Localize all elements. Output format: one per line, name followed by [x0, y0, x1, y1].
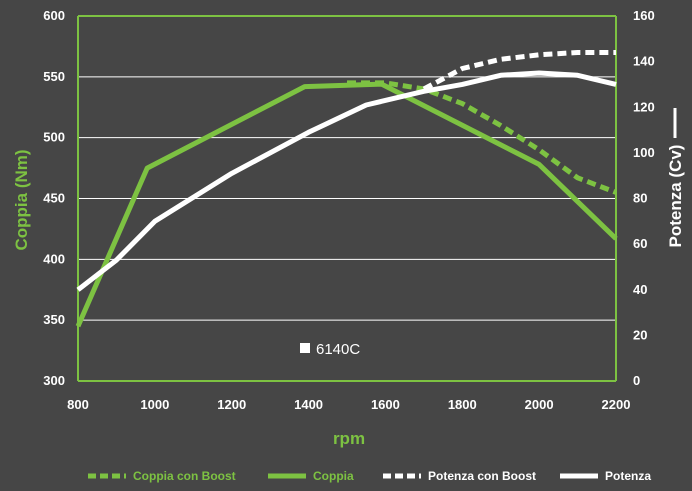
x-tick-1200: 1200: [217, 397, 246, 412]
y-left-tick-300: 300: [43, 373, 65, 388]
series-line-coppia: [75, 81, 618, 328]
y-left-tick-350: 350: [43, 312, 65, 327]
x-tick-1800: 1800: [448, 397, 477, 412]
x-tick-2000: 2000: [525, 397, 554, 412]
x-tick-1000: 1000: [140, 397, 169, 412]
grid-layer: [78, 15, 616, 321]
y-right-tick-80: 80: [633, 191, 647, 206]
y-axis-right-title-group: Potenza (Cv): [666, 108, 685, 247]
x-tick-800: 800: [67, 397, 89, 412]
annotation-label: 6140C: [316, 341, 360, 358]
y-right-tick-160: 160: [633, 8, 655, 23]
y-left-tick-450: 450: [43, 191, 65, 206]
legend-label-potenza-con-boost: Potenza con Boost: [428, 469, 536, 483]
series-line-potenza-con-boost: [422, 50, 616, 92]
legend: Coppia con Boost Coppia Potenza con Boost P…: [88, 469, 651, 483]
x-tick-1400: 1400: [294, 397, 323, 412]
y-axis-left-title: Coppia (Nm): [12, 149, 31, 250]
y-left-tick-500: 500: [43, 130, 65, 145]
y-axis-right-title: Potenza (Cv): [666, 145, 685, 248]
y-right-tick-140: 140: [633, 54, 655, 69]
series-line-potenza: [76, 70, 617, 292]
x-axis-title: rpm: [333, 429, 365, 448]
series-line-coppia-con-boost: [347, 80, 617, 195]
y-left-tick-550: 550: [43, 69, 65, 84]
annotation-square-icon: [300, 343, 310, 353]
ticks-layer: 300 350 400 450 500 550 600 0 20 40 60 80 100 120 140 1…: [43, 8, 654, 412]
annotation-group: 6140C: [300, 341, 360, 358]
y-right-tick-100: 100: [633, 145, 655, 160]
y-right-tick-40: 40: [633, 282, 647, 297]
series-layer: [75, 50, 618, 328]
legend-label-potenza: Potenza: [605, 469, 651, 483]
y-right-tick-0: 0: [633, 373, 640, 388]
y-right-tick-120: 120: [633, 99, 655, 114]
y-right-tick-60: 60: [633, 236, 647, 251]
y-right-tick-20: 20: [633, 327, 647, 342]
x-tick-1600: 1600: [371, 397, 400, 412]
y-left-tick-600: 600: [43, 8, 65, 23]
axes-layer: [77, 15, 617, 382]
legend-label-coppia-con-boost: Coppia con Boost: [133, 469, 236, 483]
y-left-tick-400: 400: [43, 251, 65, 266]
legend-label-coppia: Coppia: [313, 469, 354, 483]
x-tick-2200: 2200: [602, 397, 631, 412]
